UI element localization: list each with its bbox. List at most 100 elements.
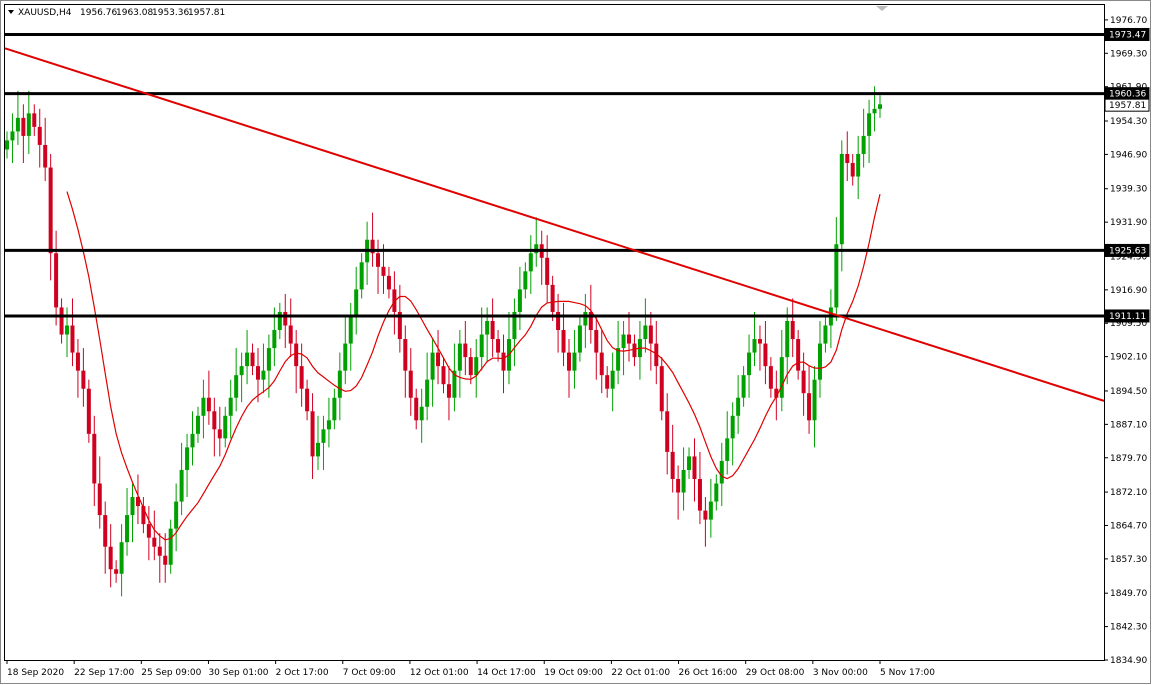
candle-body <box>321 429 326 443</box>
candle-body <box>397 311 402 340</box>
candle-body <box>163 555 168 565</box>
y-tick-label: 1857.30 <box>1110 555 1147 565</box>
x-tick-label: 29 Oct 08:00 <box>746 668 805 678</box>
y-tick-label: 1879.70 <box>1110 454 1147 464</box>
y-tick-label: 1939.30 <box>1110 185 1147 195</box>
candle-body <box>528 253 533 272</box>
price-label: 1957.81 <box>1109 101 1146 111</box>
plot-frame <box>4 4 1105 661</box>
candle-body <box>599 352 604 376</box>
x-tick-label: 22 Oct 01:00 <box>611 668 670 678</box>
trendline-line[interactable] <box>4 47 1105 402</box>
candle-body <box>212 411 217 430</box>
candle-body <box>801 370 806 394</box>
y-tick-label: 1902.10 <box>1110 353 1147 363</box>
candle-body <box>103 515 108 547</box>
candle-body <box>556 311 561 331</box>
candle-body <box>812 379 817 421</box>
candle-body <box>621 334 626 349</box>
candle-body <box>577 325 582 353</box>
candle-body <box>37 126 42 145</box>
candle-body <box>152 537 157 547</box>
candle-body <box>59 307 64 335</box>
candle-body <box>354 289 359 317</box>
candle-body <box>790 320 795 340</box>
candle-body <box>763 343 768 367</box>
price-label-box <box>1104 243 1150 257</box>
candle-body <box>436 352 441 367</box>
candle-body <box>43 144 48 168</box>
candle-body <box>408 370 413 398</box>
candle-body <box>856 153 861 177</box>
candle-body <box>174 501 179 529</box>
candle-body <box>179 469 184 502</box>
scroll-marker-icon[interactable] <box>876 6 888 11</box>
y-tick-label: 1931.90 <box>1110 218 1147 228</box>
candle-body <box>419 406 424 421</box>
candle-body <box>730 415 735 439</box>
candle-body <box>376 253 381 267</box>
candle-body <box>146 524 151 538</box>
candle-body <box>272 330 277 349</box>
candle-body <box>337 370 342 398</box>
x-tick-label: 3 Nov 00:00 <box>813 668 868 678</box>
candle-body <box>119 542 124 574</box>
x-tick-label: 25 Sep 09:00 <box>141 668 201 678</box>
candle-body <box>141 506 146 525</box>
candle-body <box>681 469 686 493</box>
candle-body <box>872 108 877 114</box>
candle-body <box>310 411 315 457</box>
candle-body <box>261 370 266 380</box>
y-tick-label: 1909.50 <box>1110 319 1147 329</box>
candle-body <box>534 244 539 254</box>
candle-body <box>348 316 353 344</box>
trendline[interactable] <box>4 47 1105 402</box>
x-tick-label: 26 Oct 16:00 <box>679 668 738 678</box>
y-tick-label: 1887.10 <box>1110 420 1147 430</box>
price-label: 1960.36 <box>1109 90 1146 100</box>
candle-body <box>201 397 206 416</box>
candle-body <box>588 311 593 331</box>
candle-body <box>627 334 632 344</box>
horizontal-levels[interactable] <box>5 32 1104 318</box>
candle-body <box>255 366 260 380</box>
candle-body <box>157 546 162 556</box>
candle-body <box>223 415 228 439</box>
ohlc-close: 1957.81 <box>188 8 225 18</box>
candle-body <box>736 397 741 416</box>
candle-body <box>479 334 484 358</box>
candle-body <box>206 397 211 412</box>
symbol-label: XAUUSD,H4 <box>18 8 72 18</box>
x-tick-label: 18 Sep 2020 <box>7 668 64 678</box>
candle-body <box>10 131 15 141</box>
candle-body <box>474 357 479 376</box>
candle-body <box>845 153 850 163</box>
candle-body <box>817 343 822 380</box>
candle-body <box>512 311 517 340</box>
candle-body <box>386 275 391 290</box>
candle-body <box>676 478 681 493</box>
ohlc-low: 1953.36 <box>152 8 189 18</box>
x-tick-label: 2 Oct 17:00 <box>276 668 329 678</box>
price-label-box <box>1104 309 1150 323</box>
price-label-box <box>1104 98 1150 112</box>
y-tick-label: 1916.90 <box>1110 286 1147 296</box>
candle-body <box>190 433 195 448</box>
candle-body <box>850 162 855 177</box>
x-tick-label: 14 Oct 17:00 <box>477 668 536 678</box>
candle-body <box>86 388 91 434</box>
candle-body <box>452 370 457 398</box>
candle-body <box>594 330 599 353</box>
candle-body <box>250 352 255 367</box>
candle-body <box>719 460 724 484</box>
time-axis: 18 Sep 2020 22 Sep 17:00 25 Sep 09:00 30 Se… <box>6 660 935 678</box>
candle-body <box>114 569 119 574</box>
y-tick-label: 1834.90 <box>1110 656 1147 666</box>
candle-body <box>32 113 37 127</box>
candle-body <box>643 325 648 340</box>
x-tick-label: 7 Oct 09:00 <box>343 668 396 678</box>
chevron-down-icon[interactable] <box>8 10 14 14</box>
candle-body <box>288 325 293 344</box>
